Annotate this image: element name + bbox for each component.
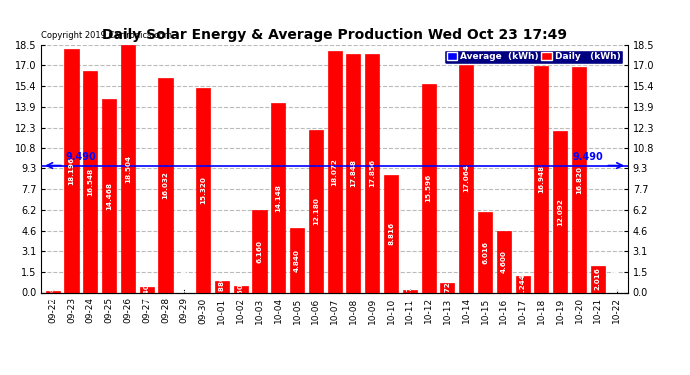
Text: 14.468: 14.468	[106, 182, 112, 210]
Text: 18.196: 18.196	[68, 157, 75, 185]
Text: 0.404: 0.404	[144, 278, 150, 301]
Text: 12.180: 12.180	[313, 197, 319, 225]
Bar	[422, 84, 435, 292]
Text: 15.320: 15.320	[200, 176, 206, 204]
Text: 0.000: 0.000	[181, 270, 187, 292]
Text: 16.948: 16.948	[538, 165, 544, 193]
Text: 6.016: 6.016	[482, 241, 488, 264]
Bar	[253, 210, 266, 292]
Text: 14.148: 14.148	[275, 184, 282, 212]
Bar	[515, 276, 530, 292]
Bar	[497, 231, 511, 292]
Text: 0.000: 0.000	[613, 270, 620, 292]
Text: Copyright 2019 Cartronics.com: Copyright 2019 Cartronics.com	[41, 31, 172, 40]
Bar	[64, 49, 79, 292]
Text: 17.848: 17.848	[351, 159, 357, 187]
Bar	[83, 71, 97, 292]
Bar	[346, 54, 360, 292]
Text: 0.720: 0.720	[444, 276, 451, 299]
Bar	[159, 78, 172, 292]
Text: 9.490: 9.490	[66, 152, 97, 162]
Text: 0.172: 0.172	[407, 280, 413, 303]
Bar	[384, 174, 398, 292]
Text: 0.508: 0.508	[237, 278, 244, 301]
Bar	[534, 66, 549, 292]
Bar	[553, 131, 567, 292]
Text: 9.490: 9.490	[573, 152, 604, 162]
Text: 16.032: 16.032	[162, 171, 168, 199]
Text: 12.092: 12.092	[558, 198, 563, 225]
Text: 16.548: 16.548	[87, 168, 93, 196]
Bar	[572, 68, 586, 292]
Bar	[121, 45, 135, 292]
Bar	[215, 281, 229, 292]
Text: 0.088: 0.088	[50, 280, 56, 303]
Bar	[403, 290, 417, 292]
Title: Daily Solar Energy & Average Production Wed Oct 23 17:49: Daily Solar Energy & Average Production …	[102, 28, 567, 42]
Bar	[234, 286, 248, 292]
Text: 1.244: 1.244	[520, 273, 526, 296]
Text: 18.072: 18.072	[332, 158, 337, 186]
Bar	[196, 87, 210, 292]
Text: 2.016: 2.016	[595, 268, 601, 291]
Text: 17.856: 17.856	[369, 159, 375, 187]
Bar	[478, 212, 492, 292]
Bar	[102, 99, 116, 292]
Text: 6.160: 6.160	[257, 240, 262, 263]
Bar	[365, 54, 380, 292]
Bar	[440, 283, 455, 292]
Legend: Average  (kWh), Daily   (kWh): Average (kWh), Daily (kWh)	[444, 50, 623, 64]
Text: 8.816: 8.816	[388, 222, 394, 245]
Bar	[328, 51, 342, 292]
Bar	[591, 266, 605, 292]
Bar	[459, 64, 473, 292]
Text: 4.600: 4.600	[501, 250, 507, 273]
Bar	[139, 287, 154, 292]
Text: 18.504: 18.504	[125, 155, 131, 183]
Text: 16.820: 16.820	[576, 166, 582, 194]
Bar	[271, 103, 285, 292]
Bar	[290, 228, 304, 292]
Bar	[46, 291, 60, 292]
Bar	[309, 129, 323, 292]
Text: 4.840: 4.840	[294, 249, 300, 272]
Text: 17.064: 17.064	[463, 164, 469, 192]
Text: 0.880: 0.880	[219, 275, 225, 298]
Text: 15.596: 15.596	[426, 174, 432, 202]
